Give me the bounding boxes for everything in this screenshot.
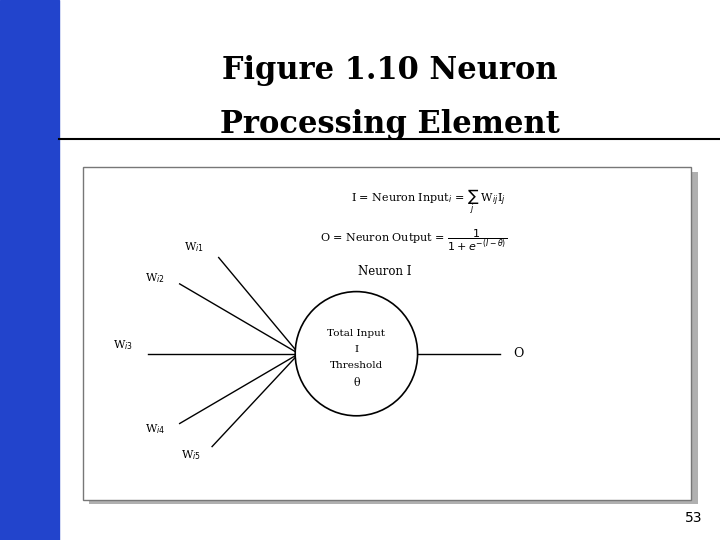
Text: 53: 53 xyxy=(685,511,702,525)
Bar xyxy=(0,0,59,540)
Bar xyxy=(89,172,698,504)
Text: Neuron I: Neuron I xyxy=(359,265,412,278)
Text: O = Neuron Output = $\dfrac{1}{1+e^{-(I-\theta)}}$: O = Neuron Output = $\dfrac{1}{1+e^{-(I-… xyxy=(320,228,508,253)
Text: W$_{i3}$: W$_{i3}$ xyxy=(113,339,133,353)
Text: W$_{i2}$: W$_{i2}$ xyxy=(145,272,166,285)
Text: W$_{i5}$: W$_{i5}$ xyxy=(181,448,202,462)
Text: I: I xyxy=(354,345,359,354)
Text: θ: θ xyxy=(353,379,360,388)
Bar xyxy=(83,167,691,500)
Text: W$_{i1}$: W$_{i1}$ xyxy=(184,240,204,254)
Text: Total Input: Total Input xyxy=(328,329,385,338)
Text: Threshold: Threshold xyxy=(330,361,383,370)
Text: Processing Element: Processing Element xyxy=(220,109,559,140)
Text: I = Neuron Input$_i$ = $\sum_j$ W$_{ij}$I$_j$: I = Neuron Input$_i$ = $\sum_j$ W$_{ij}$… xyxy=(351,188,505,217)
Text: W$_{i4}$: W$_{i4}$ xyxy=(145,422,166,436)
Ellipse shape xyxy=(295,292,418,416)
Text: Figure 1.10 Neuron: Figure 1.10 Neuron xyxy=(222,55,557,86)
Text: O: O xyxy=(513,347,523,360)
